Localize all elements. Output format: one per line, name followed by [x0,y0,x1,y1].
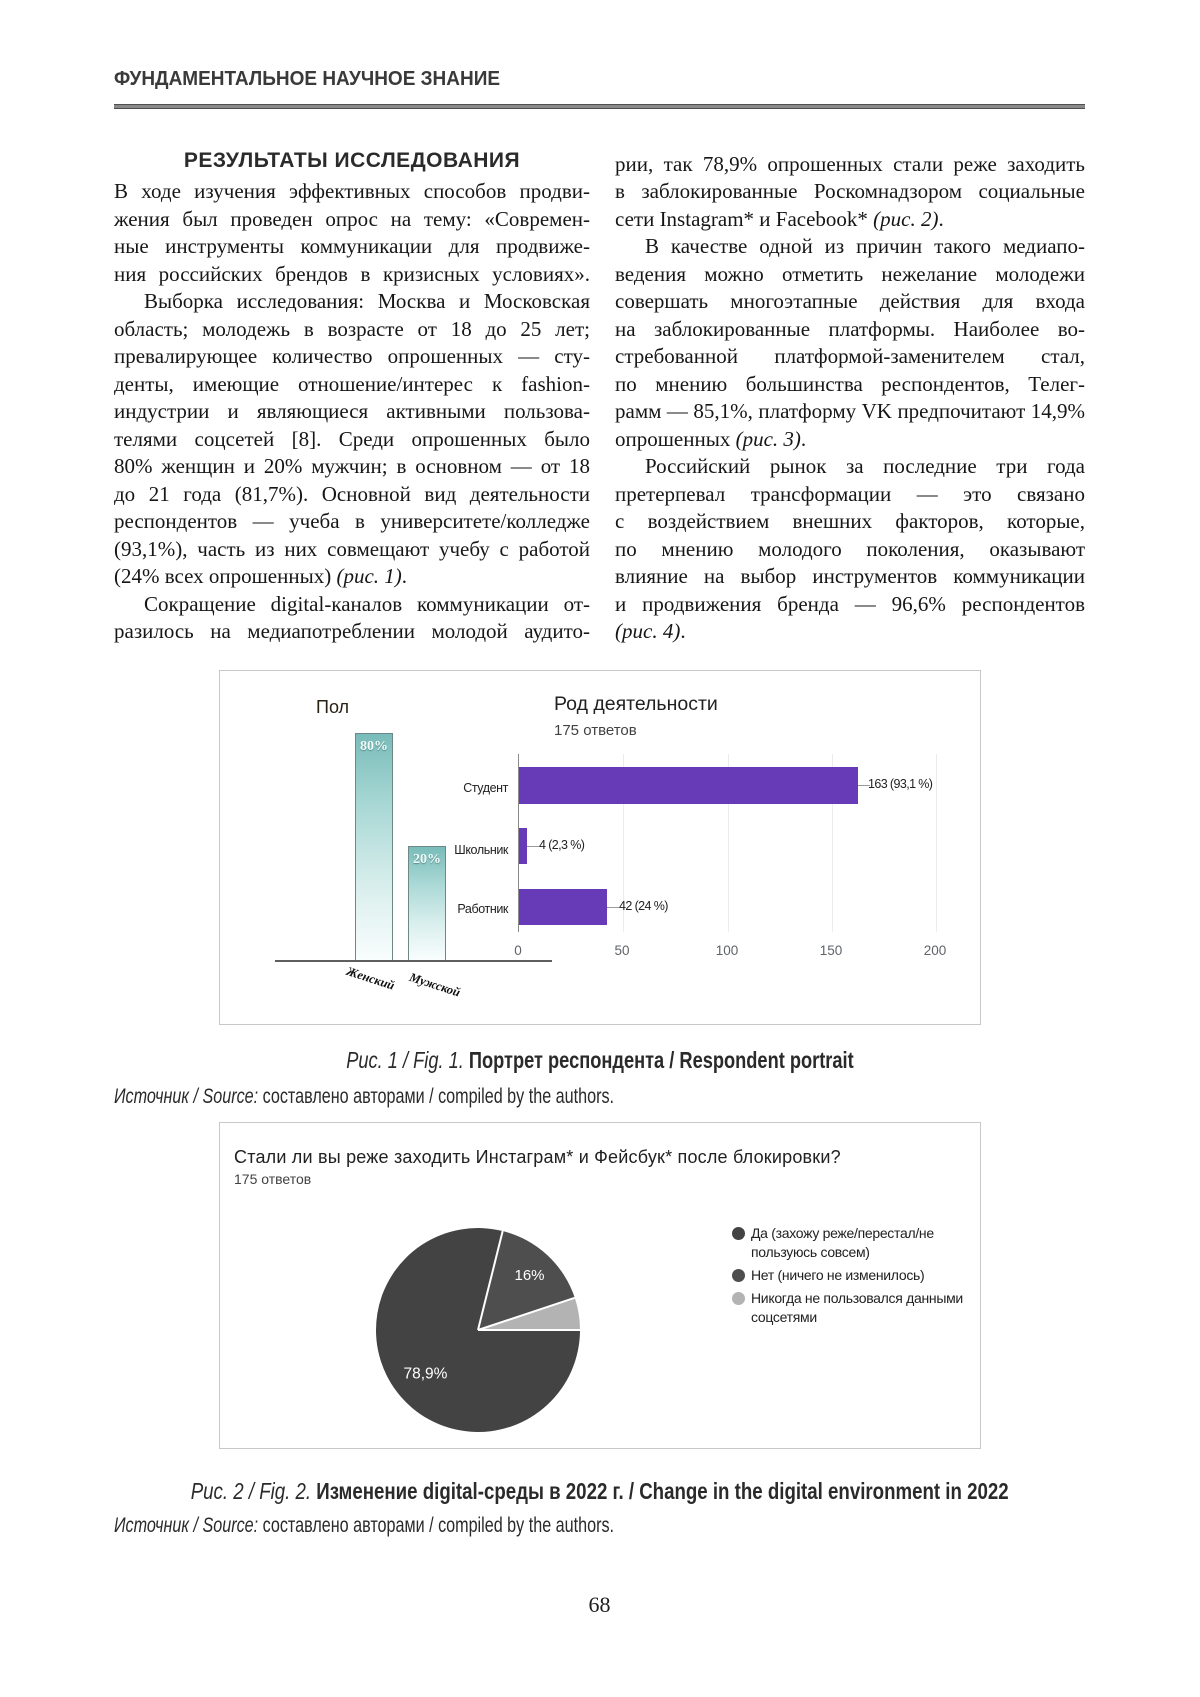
svg-text:78,9%: 78,9% [404,1366,448,1383]
svg-text:16%: 16% [515,1267,545,1284]
